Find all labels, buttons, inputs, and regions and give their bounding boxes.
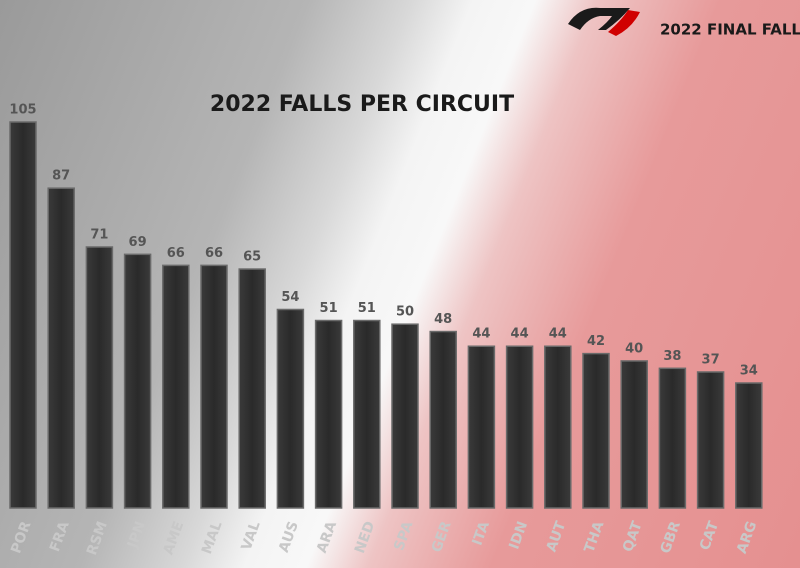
x-tick-label: FRA: [47, 519, 73, 554]
value-label: 87: [52, 169, 70, 184]
x-tick-label: SPA: [391, 519, 416, 553]
value-label: 66: [167, 246, 185, 261]
header-title: 2022 FINAL FALLS: [660, 21, 800, 39]
value-label: 50: [396, 305, 414, 320]
x-tick-label: IDN: [506, 519, 531, 551]
value-label: 51: [358, 301, 376, 316]
value-label: 44: [549, 327, 567, 342]
bar: [467, 345, 496, 509]
bar: [123, 253, 152, 509]
value-label: 40: [625, 341, 643, 356]
x-tick-label: CAT: [697, 519, 722, 553]
bar: [238, 268, 266, 509]
x-tick-label: THA: [582, 519, 608, 555]
bar: [658, 367, 687, 509]
x-tick-label: AUT: [544, 519, 570, 554]
bar: [696, 371, 725, 509]
value-label: 37: [702, 352, 720, 367]
logo: [568, 7, 640, 36]
x-tick-label: GBR: [658, 519, 684, 556]
value-label: 44: [472, 327, 490, 342]
bar: [200, 264, 228, 509]
bar: [162, 264, 190, 509]
x-tick-label: VAL: [239, 519, 264, 552]
value-label: 44: [511, 327, 529, 342]
bar: [276, 308, 305, 509]
x-tick-label: ITA: [469, 519, 492, 548]
x-tick-label: NED: [352, 519, 378, 555]
value-label: 105: [9, 103, 36, 118]
value-label: 38: [663, 349, 681, 364]
x-tick-label: JPN: [124, 519, 149, 551]
bar: [735, 382, 763, 509]
bar: [620, 360, 648, 509]
bar: [47, 187, 75, 509]
value-label: 69: [129, 235, 147, 250]
x-tick-label: MAL: [199, 519, 226, 556]
bar: [429, 330, 457, 509]
bar: [85, 246, 114, 509]
x-tick-label: AME: [161, 519, 188, 557]
value-label: 42: [587, 334, 605, 349]
x-tick-label: AUS: [276, 519, 302, 554]
x-tick-label: ARA: [314, 519, 340, 555]
bar: [582, 352, 610, 509]
value-label: 48: [434, 312, 452, 327]
value-label: 66: [205, 246, 223, 261]
bar: [391, 323, 419, 509]
x-tick-label: RSM: [84, 519, 111, 557]
value-label: 34: [740, 364, 758, 379]
bar: [9, 121, 37, 509]
value-label: 51: [320, 301, 338, 316]
x-tick-label: QAT: [620, 519, 646, 554]
x-tick-label: ARG: [734, 519, 760, 556]
value-label: 54: [281, 290, 299, 305]
bar: [544, 345, 572, 509]
bar: [314, 319, 343, 509]
value-label: 65: [243, 250, 261, 265]
chart-title: 2022 FALLS PER CIRCUIT: [210, 92, 514, 117]
x-tick-label: GER: [429, 519, 455, 555]
x-tick-label: POR: [8, 519, 34, 556]
value-label: 71: [90, 227, 108, 242]
bar: [353, 319, 381, 509]
bar: [505, 345, 534, 509]
